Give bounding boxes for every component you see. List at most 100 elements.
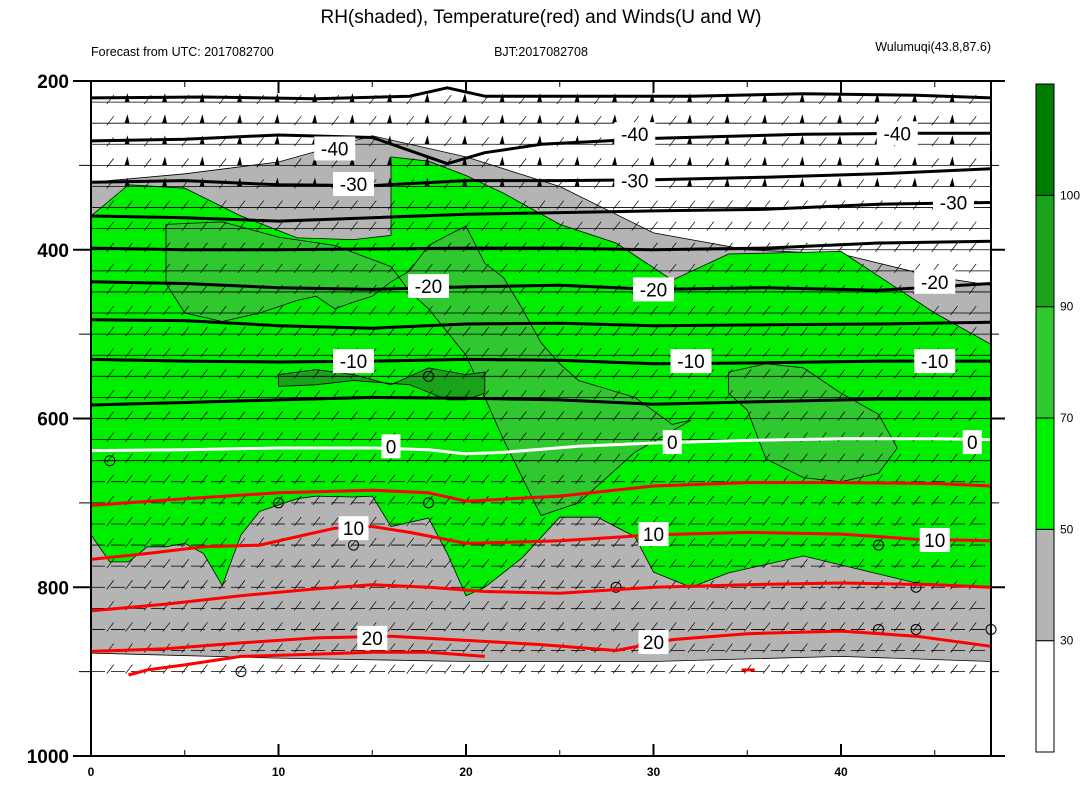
wind-barb: [856, 158, 865, 168]
wind-barb: [612, 537, 621, 548]
wind-barb: [218, 622, 227, 632]
wind-barb: [218, 453, 227, 463]
wind-barb: [706, 601, 715, 611]
wind-barb: [462, 558, 471, 569]
wind-barb: [837, 221, 846, 231]
wind-barb: [106, 200, 115, 210]
wind-barb: [293, 580, 302, 590]
wind-barb: [106, 453, 115, 463]
wind-barb: [650, 558, 658, 569]
wind-barb: [200, 580, 208, 590]
wind-barb: [687, 305, 696, 316]
wind-flag: [799, 177, 805, 187]
wind-barb: [912, 558, 921, 569]
wind-barb: [481, 137, 490, 147]
wind-barb: [725, 622, 733, 632]
wind-barb: [275, 326, 283, 337]
wind-barb: [125, 390, 133, 400]
wind-flag: [274, 156, 280, 166]
wind-barb: [743, 179, 752, 189]
y-tick-label: 600: [37, 410, 69, 431]
wind-barb: [106, 474, 115, 484]
wind-barb: [762, 305, 771, 316]
wind-barb: [200, 348, 208, 358]
wind-barb: [687, 453, 696, 463]
wind-barb: [143, 474, 152, 484]
wind-barb: [443, 664, 452, 674]
contour-label: 20: [643, 633, 664, 654]
wind-barb: [575, 390, 583, 400]
wind-barb: [500, 326, 508, 337]
wind-barb: [593, 664, 602, 674]
wind-barb: [162, 284, 171, 295]
wind-barb: [537, 263, 546, 274]
wind-barb: [968, 601, 977, 611]
wind-barb: [743, 94, 752, 105]
wind-barb: [706, 369, 715, 379]
wind-barb: [968, 137, 977, 147]
temperature-contour: [90, 357, 991, 366]
wind-barb: [725, 664, 733, 674]
wind-barb: [481, 200, 490, 210]
wind-barb: [406, 516, 415, 527]
wind-barb: [612, 474, 621, 484]
wind-barb: [406, 601, 415, 611]
wind-barb: [800, 326, 808, 337]
wind-barb: [950, 622, 958, 632]
wind-barb: [706, 179, 715, 189]
wind-barb: [687, 326, 696, 337]
calm-wind-circle: [910, 581, 922, 593]
contour-label-box: [662, 430, 682, 455]
wind-barb: [331, 263, 340, 274]
wind-barb: [218, 390, 227, 400]
wind-barb: [387, 369, 396, 379]
wind-barb: [425, 200, 433, 210]
wind-barb: [406, 622, 415, 632]
wind-barb: [293, 137, 302, 147]
colorbar-segment: [1035, 194, 1055, 308]
wind-barb: [312, 516, 321, 527]
wind-barb: [912, 263, 921, 274]
wind-barb: [462, 516, 471, 527]
contour-label: -20: [921, 273, 948, 294]
wind-barb: [781, 622, 790, 632]
wind-barb: [575, 432, 583, 442]
wind-barb: [237, 453, 246, 463]
wind-barb: [368, 115, 377, 126]
contour-label: 0: [967, 433, 978, 454]
wind-barb: [968, 305, 977, 316]
wind-barb: [237, 601, 246, 611]
temperature-contour: [90, 395, 991, 407]
wind-barb: [743, 263, 752, 274]
wind-barb: [312, 601, 321, 611]
wind-barb: [256, 558, 265, 569]
wind-barb: [106, 326, 115, 337]
contour-label: -20: [640, 280, 667, 301]
wind-barb: [143, 432, 152, 442]
wind-barb: [256, 390, 265, 400]
wind-barb: [556, 580, 565, 590]
wind-barb: [893, 558, 902, 569]
wind-barb: [406, 115, 415, 126]
wind-barb: [875, 263, 883, 274]
wind-barb: [556, 601, 565, 611]
wind-barb: [275, 580, 283, 590]
wind-barb: [368, 200, 377, 210]
wind-barb: [425, 453, 433, 463]
wind-barb: [256, 516, 265, 527]
wind-barb: [162, 305, 171, 316]
wind-barb: [275, 221, 283, 231]
wind-barb: [762, 622, 771, 632]
wind-barb: [143, 453, 152, 463]
wind-barb: [200, 326, 208, 337]
wind-barb: [387, 348, 396, 358]
wind-barb: [575, 664, 583, 674]
x-tick-label: 30: [647, 765, 661, 779]
wind-barb: [743, 158, 752, 168]
wind-barb: [781, 348, 790, 358]
wind-barb: [537, 622, 546, 632]
wind-barb: [893, 664, 902, 674]
wind-barb: [125, 326, 133, 337]
wind-barb: [500, 601, 508, 611]
wind-barb: [331, 516, 340, 527]
